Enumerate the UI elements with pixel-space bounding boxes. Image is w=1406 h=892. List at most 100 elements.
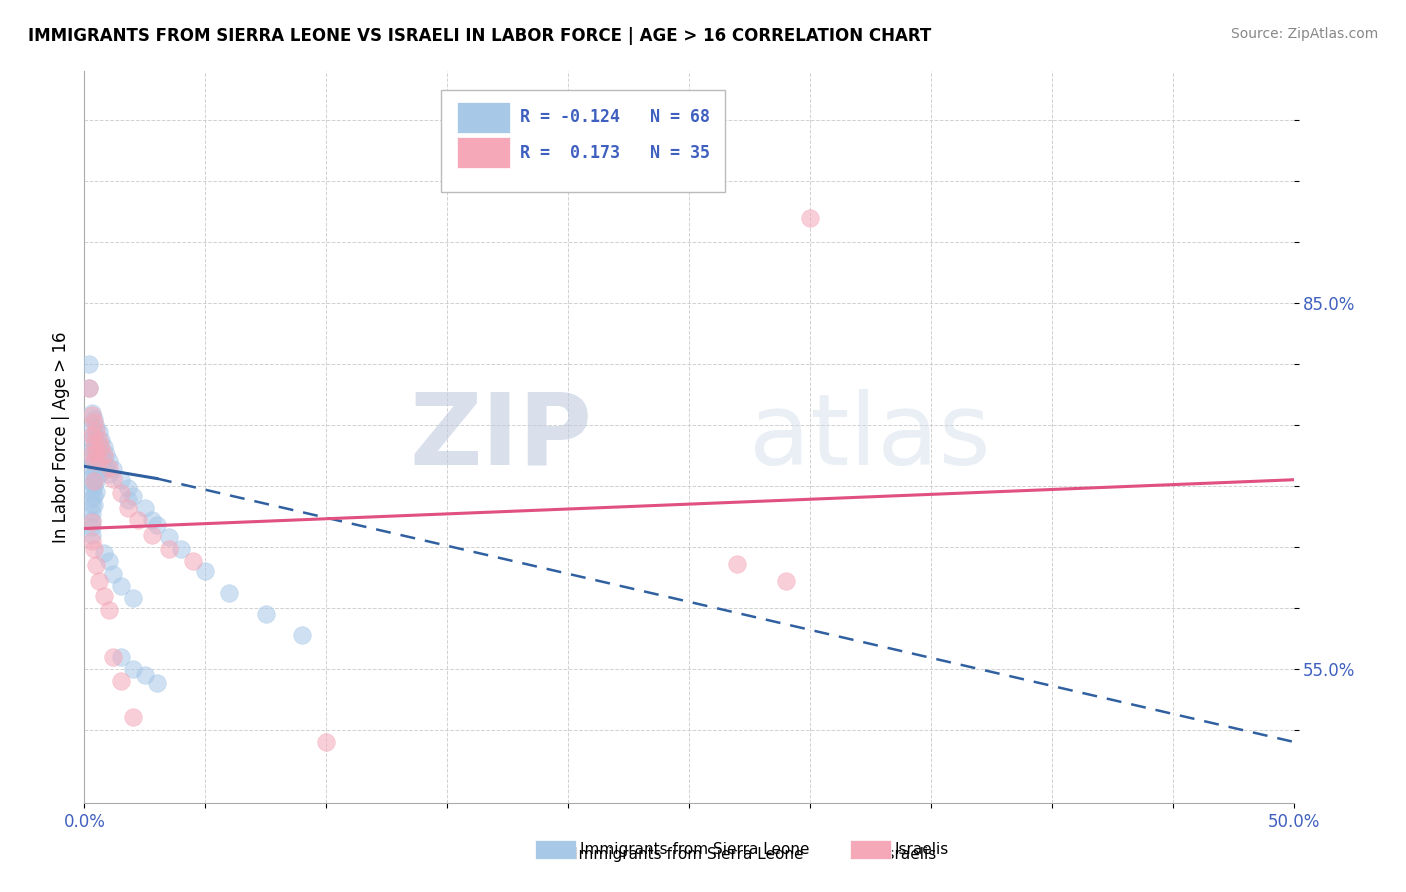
Point xyxy=(80,408,103,422)
Point xyxy=(87,440,110,454)
Point xyxy=(93,589,115,603)
FancyBboxPatch shape xyxy=(536,840,576,859)
Point xyxy=(86,558,108,573)
Point xyxy=(83,489,105,503)
Point xyxy=(80,483,103,498)
Point xyxy=(77,381,100,395)
Point xyxy=(80,506,103,520)
Point xyxy=(86,434,108,449)
Point xyxy=(117,481,139,495)
Point xyxy=(90,460,112,475)
Point xyxy=(121,489,143,503)
Point xyxy=(80,516,103,530)
Point xyxy=(83,454,105,468)
Point xyxy=(90,440,112,454)
FancyBboxPatch shape xyxy=(441,90,725,192)
Point xyxy=(83,542,105,557)
Point xyxy=(80,469,103,483)
Point xyxy=(94,447,117,461)
Text: Immigrants from Sierra Leone: Immigrants from Sierra Leone xyxy=(574,847,804,862)
Point xyxy=(80,499,103,513)
Point xyxy=(103,566,125,581)
FancyBboxPatch shape xyxy=(457,102,510,133)
Point xyxy=(110,486,132,500)
Point xyxy=(80,513,103,527)
Point xyxy=(80,460,103,475)
Point xyxy=(157,530,180,544)
Point xyxy=(90,433,112,447)
Point xyxy=(86,474,108,488)
Point xyxy=(77,357,100,371)
Point xyxy=(110,579,132,593)
Text: Israelis: Israelis xyxy=(894,842,949,857)
Point xyxy=(725,557,748,571)
Point xyxy=(86,450,108,464)
Point xyxy=(97,467,120,481)
Point xyxy=(80,476,103,491)
Point xyxy=(121,662,143,676)
Point xyxy=(97,603,120,617)
Point xyxy=(80,420,103,434)
Point xyxy=(87,433,110,447)
Point xyxy=(181,554,204,568)
Text: IMMIGRANTS FROM SIERRA LEONE VS ISRAELI IN LABOR FORCE | AGE > 16 CORRELATION CH: IMMIGRANTS FROM SIERRA LEONE VS ISRAELI … xyxy=(28,27,931,45)
Point xyxy=(80,452,103,467)
Point xyxy=(103,649,125,664)
Point xyxy=(86,424,108,438)
Point xyxy=(121,591,143,605)
Point xyxy=(86,444,108,458)
Point xyxy=(157,542,180,557)
Point xyxy=(80,427,103,442)
Point xyxy=(87,425,110,440)
Point xyxy=(775,574,797,588)
Point xyxy=(87,454,110,468)
Text: atlas: atlas xyxy=(749,389,991,485)
Point xyxy=(83,416,105,430)
Point xyxy=(291,627,314,641)
Point xyxy=(315,735,337,749)
Point xyxy=(83,442,105,457)
Point xyxy=(103,462,125,476)
Point xyxy=(127,513,149,527)
Point xyxy=(83,412,105,426)
Point xyxy=(134,667,156,681)
Point xyxy=(80,433,103,447)
Point xyxy=(146,517,169,532)
Point xyxy=(87,574,110,588)
Point xyxy=(121,710,143,724)
Text: ZIP: ZIP xyxy=(409,389,592,485)
Point xyxy=(83,474,105,488)
Point xyxy=(254,607,277,621)
Text: Immigrants from Sierra Leone: Immigrants from Sierra Leone xyxy=(581,842,810,857)
Point xyxy=(97,554,120,568)
FancyBboxPatch shape xyxy=(457,137,510,168)
Point xyxy=(146,676,169,690)
Point xyxy=(117,500,139,515)
Text: Source: ZipAtlas.com: Source: ZipAtlas.com xyxy=(1230,27,1378,41)
Point xyxy=(218,586,240,600)
Point xyxy=(110,649,132,664)
Point xyxy=(170,542,193,557)
Point xyxy=(83,454,105,468)
Point xyxy=(83,499,105,513)
Text: Israelis: Israelis xyxy=(883,847,936,862)
Point xyxy=(93,449,115,463)
Point xyxy=(83,479,105,493)
Point xyxy=(97,454,120,468)
Point xyxy=(97,460,120,475)
Point xyxy=(87,467,110,481)
Point xyxy=(141,513,163,527)
Point xyxy=(80,520,103,534)
Point xyxy=(103,471,125,485)
Point xyxy=(110,473,132,487)
FancyBboxPatch shape xyxy=(849,840,891,859)
Point xyxy=(80,406,103,420)
Point xyxy=(86,420,108,434)
Point xyxy=(87,454,110,468)
Point xyxy=(93,454,115,468)
Point xyxy=(80,533,103,548)
Point xyxy=(83,427,105,442)
Point xyxy=(83,436,105,450)
Y-axis label: In Labor Force | Age > 16: In Labor Force | Age > 16 xyxy=(52,331,70,543)
Point xyxy=(86,462,108,476)
